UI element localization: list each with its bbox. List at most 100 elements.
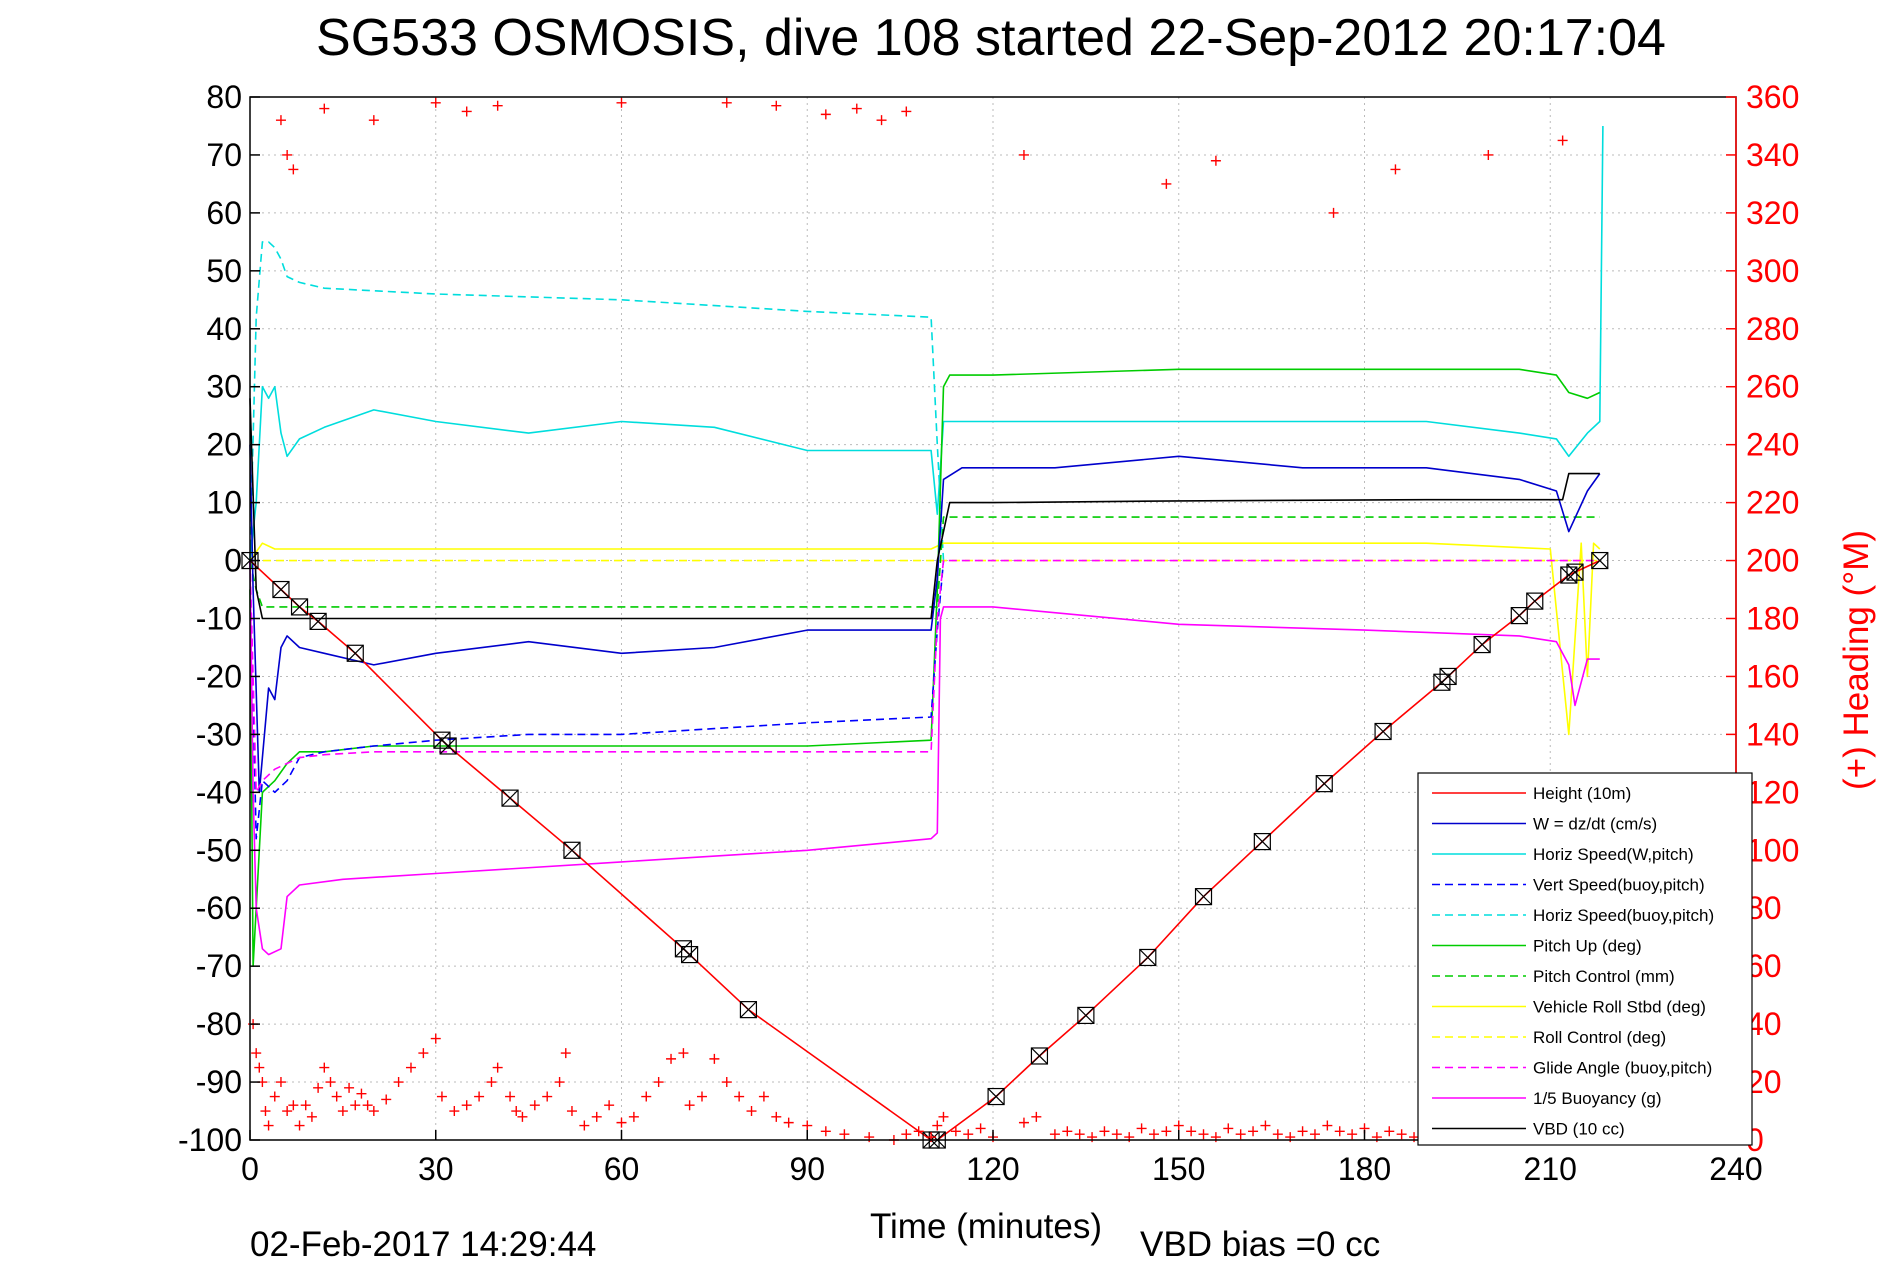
- heading-point: [492, 100, 503, 111]
- y2-tick-label: 160: [1746, 658, 1799, 694]
- legend-entry: Horiz Speed(buoy,pitch): [1533, 906, 1714, 925]
- y2-tick-label: 300: [1746, 253, 1799, 289]
- heading-point: [282, 1106, 293, 1117]
- height-marker: [1566, 563, 1584, 581]
- y2-tick-label: 340: [1746, 137, 1799, 173]
- series-vehicle-roll-stbd-deg-line: [249, 542, 1601, 736]
- heading-point: [678, 1048, 689, 1059]
- heading-point: [282, 149, 293, 160]
- height-marker: [1194, 888, 1213, 906]
- height-marker-box: [290, 598, 309, 616]
- y-tick-label: -40: [196, 774, 242, 810]
- height-marker-box: [563, 841, 581, 859]
- y-tick-label: -20: [196, 658, 242, 694]
- height-marker: [1374, 722, 1392, 741]
- series-layer: [241, 125, 1609, 1149]
- heading-point: [975, 1123, 986, 1134]
- heading-point: [1322, 1120, 1333, 1131]
- height-marker-cross: [1139, 949, 1157, 966]
- heading-point: [344, 1082, 355, 1093]
- heading-point: [932, 1120, 943, 1131]
- heading-point: [1062, 1126, 1073, 1137]
- right-axis-label: (+) Heading (°M): [1837, 530, 1876, 790]
- heading-point: [783, 1117, 794, 1128]
- y2-tick-label: 200: [1746, 543, 1799, 579]
- legend-box: [1417, 772, 1753, 1146]
- height-marker: [739, 1001, 758, 1019]
- y-tick-label: -50: [196, 832, 242, 868]
- heading-point: [254, 1062, 265, 1073]
- heading-point: [260, 1106, 271, 1117]
- legend-entry: W = dz/dt (cm/s): [1533, 815, 1657, 834]
- y2-tick-label: 220: [1746, 485, 1799, 521]
- height-marker: [1315, 775, 1333, 793]
- heading-point: [554, 1077, 565, 1088]
- legend-entry: Height (10m): [1533, 784, 1631, 803]
- heading-point: [1111, 1129, 1122, 1140]
- height-marker-cross: [1566, 563, 1584, 581]
- y-tick-label: 0: [224, 543, 242, 579]
- heading-point: [263, 1120, 274, 1131]
- heading-point: [1031, 1111, 1042, 1122]
- heading-point: [963, 1129, 974, 1140]
- heading-point: [1390, 164, 1401, 175]
- heading-point: [337, 1106, 348, 1117]
- height-marker-box: [433, 731, 451, 749]
- series-glide-angle-buoy-pitch-line: [249, 559, 1600, 794]
- y2-tick-label: 180: [1746, 601, 1799, 637]
- height-marker-box: [1473, 635, 1491, 654]
- height-marker: [1253, 832, 1271, 851]
- y-tick-label: 10: [206, 485, 242, 521]
- heading-point: [288, 1100, 299, 1111]
- heading-point: [1248, 1126, 1259, 1137]
- heading-point: [461, 1100, 472, 1111]
- height-marker-cross: [1315, 775, 1333, 793]
- x-tick-label: 180: [1338, 1151, 1391, 1187]
- heading-point: [325, 1077, 336, 1088]
- height-marker: [1510, 607, 1528, 625]
- heading-point: [1334, 1126, 1345, 1137]
- heading-point: [319, 103, 330, 114]
- x-tick-label: 30: [418, 1151, 454, 1187]
- heading-point: [1328, 207, 1339, 218]
- y-tick-label: 30: [206, 369, 242, 405]
- legend: Height (10m) W = dz/dt (cm/s) Horiz Speed(…: [1417, 772, 1753, 1146]
- heading-point: [709, 1053, 720, 1064]
- heading-point: [802, 1120, 813, 1131]
- y-tick-label: 50: [206, 253, 242, 289]
- heading-point: [251, 1048, 262, 1059]
- heading-point: [505, 1091, 516, 1102]
- height-marker-cross: [309, 612, 327, 630]
- height-marker-box: [1433, 673, 1451, 691]
- heading-point: [876, 115, 887, 126]
- height-marker-box: [1030, 1047, 1049, 1065]
- heading-point: [1210, 155, 1221, 166]
- height-marker-box: [1560, 566, 1578, 584]
- x-tick-label: 120: [966, 1151, 1019, 1187]
- height-marker-cross: [1526, 592, 1544, 610]
- height-marker-box: [1139, 948, 1157, 967]
- heading-point: [430, 1033, 441, 1044]
- heading-point: [1099, 1126, 1110, 1137]
- height-marker: [563, 841, 581, 859]
- legend-entry: VBD (10 cc): [1533, 1120, 1625, 1139]
- height-marker-box: [1526, 592, 1544, 610]
- y2-tick-label: 240: [1746, 427, 1799, 463]
- height-marker-cross: [1195, 888, 1212, 906]
- heading-point: [368, 1106, 379, 1117]
- y-tick-label: 60: [206, 195, 242, 231]
- heading-point: [566, 1106, 577, 1117]
- right-axis-ticks: 0204060801001201401601802002202402602803…: [1726, 79, 1799, 1158]
- heading-point: [820, 109, 831, 120]
- y-tick-label: -90: [196, 1064, 242, 1100]
- heading-point: [901, 1129, 912, 1140]
- height-marker-box: [1315, 775, 1333, 793]
- heading-point: [579, 1120, 590, 1131]
- series-w-dz-dt-cm-s-line: [249, 444, 1601, 794]
- y-tick-label: 80: [206, 79, 242, 115]
- height-marker-box: [1510, 607, 1528, 625]
- height-marker-box: [1439, 667, 1457, 686]
- height-marker-box: [439, 737, 457, 755]
- y2-tick-label: 100: [1746, 832, 1799, 868]
- height-marker: [1473, 635, 1491, 654]
